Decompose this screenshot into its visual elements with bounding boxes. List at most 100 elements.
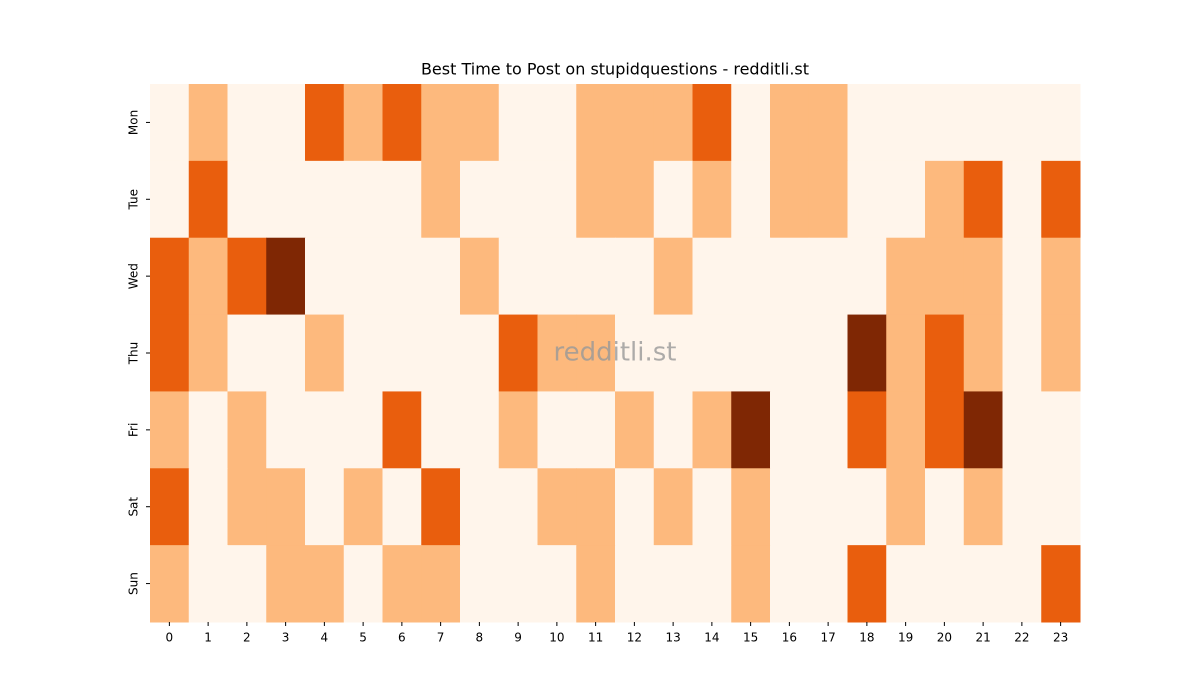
heat-cell bbox=[847, 160, 887, 239]
heat-cell bbox=[150, 391, 190, 469]
y-tick-label: Fri bbox=[127, 423, 141, 437]
x-tick-label: 1 bbox=[204, 631, 212, 645]
heat-cell bbox=[227, 84, 267, 162]
x-tick-label: 16 bbox=[782, 631, 797, 645]
x-tick-label: 23 bbox=[1053, 631, 1068, 645]
heat-cell bbox=[305, 84, 345, 162]
x-tick-label: 5 bbox=[359, 631, 367, 645]
x-tick-label: 10 bbox=[549, 631, 564, 645]
y-tick-label: Wed bbox=[127, 263, 141, 289]
heat-cell bbox=[188, 391, 228, 469]
heat-cell bbox=[1002, 468, 1042, 546]
heat-cell bbox=[615, 391, 655, 469]
heat-cell bbox=[847, 84, 887, 162]
heat-cell bbox=[460, 391, 500, 469]
heat-cell bbox=[305, 237, 345, 316]
x-tick-label: 6 bbox=[398, 631, 406, 645]
heat-cell bbox=[576, 160, 616, 239]
x-tick-label: 21 bbox=[975, 631, 990, 645]
heat-cell bbox=[266, 314, 306, 392]
heat-cell bbox=[305, 314, 345, 392]
heat-cell bbox=[653, 391, 693, 469]
x-tick-label: 11 bbox=[588, 631, 603, 645]
heat-cell bbox=[537, 84, 577, 162]
heat-cell bbox=[692, 391, 732, 469]
heat-cell bbox=[460, 84, 500, 162]
x-tick-label: 0 bbox=[166, 631, 174, 645]
heat-cell bbox=[963, 391, 1003, 469]
heat-cell bbox=[770, 314, 810, 392]
heat-cell bbox=[227, 391, 267, 469]
heat-cell bbox=[460, 237, 500, 316]
heat-cell bbox=[188, 160, 228, 239]
heat-cell bbox=[692, 160, 732, 239]
heat-cell bbox=[770, 237, 810, 316]
heat-cell bbox=[963, 468, 1003, 546]
heat-cell bbox=[537, 160, 577, 239]
x-tick-label: 4 bbox=[321, 631, 329, 645]
heat-cell bbox=[808, 391, 848, 469]
x-tick-label: 8 bbox=[476, 631, 484, 645]
heat-cell bbox=[460, 468, 500, 546]
heat-cell bbox=[692, 545, 732, 623]
heat-cell bbox=[653, 314, 693, 392]
heat-cell bbox=[963, 314, 1003, 392]
x-tick-label: 19 bbox=[898, 631, 913, 645]
heat-cell bbox=[1002, 314, 1042, 392]
heat-cell bbox=[305, 545, 345, 623]
heat-cell bbox=[188, 468, 228, 546]
heat-cell bbox=[382, 545, 422, 623]
heat-cell bbox=[615, 545, 655, 623]
heat-cell bbox=[150, 545, 190, 623]
heat-cell bbox=[266, 391, 306, 469]
heat-cell bbox=[925, 84, 965, 162]
heat-cell bbox=[266, 237, 306, 316]
heat-cell bbox=[421, 237, 461, 316]
heat-cell bbox=[537, 545, 577, 623]
heat-cell bbox=[382, 237, 422, 316]
heat-cell bbox=[1002, 84, 1042, 162]
heat-cell bbox=[925, 160, 965, 239]
heat-cell bbox=[653, 545, 693, 623]
heat-cell bbox=[692, 84, 732, 162]
heat-cell bbox=[770, 468, 810, 546]
y-tick-label: Tue bbox=[127, 189, 141, 211]
heat-cell bbox=[1041, 237, 1081, 316]
heat-cell bbox=[847, 545, 887, 623]
heat-cell bbox=[692, 237, 732, 316]
heat-cell bbox=[770, 160, 810, 239]
heat-cell bbox=[1041, 314, 1081, 392]
heat-cell bbox=[343, 314, 383, 392]
heat-cell bbox=[188, 545, 228, 623]
heat-cell bbox=[692, 314, 732, 392]
heat-cell bbox=[266, 160, 306, 239]
x-tick-label: 14 bbox=[704, 631, 719, 645]
heat-cell bbox=[576, 314, 616, 392]
heat-cell bbox=[266, 545, 306, 623]
heat-cell bbox=[847, 237, 887, 316]
heat-cell bbox=[1041, 84, 1081, 162]
heat-cell bbox=[808, 84, 848, 162]
heat-cell bbox=[925, 314, 965, 392]
heat-cell bbox=[150, 160, 190, 239]
x-tick-label: 12 bbox=[627, 631, 642, 645]
heat-cell bbox=[576, 545, 616, 623]
heat-cell bbox=[227, 468, 267, 546]
heat-cell bbox=[537, 391, 577, 469]
heat-cell bbox=[576, 237, 616, 316]
heat-cell bbox=[653, 468, 693, 546]
heat-cell bbox=[1041, 391, 1081, 469]
heat-cell bbox=[576, 391, 616, 469]
heat-cell bbox=[615, 160, 655, 239]
heat-cell bbox=[498, 391, 538, 469]
heat-cell bbox=[847, 314, 887, 392]
heat-cell bbox=[421, 391, 461, 469]
heat-cell bbox=[847, 468, 887, 546]
heat-cell bbox=[731, 314, 771, 392]
heat-cell bbox=[305, 391, 345, 469]
heat-cell bbox=[150, 237, 190, 316]
heat-cell bbox=[421, 468, 461, 546]
heat-cell bbox=[847, 391, 887, 469]
heat-cell bbox=[770, 391, 810, 469]
